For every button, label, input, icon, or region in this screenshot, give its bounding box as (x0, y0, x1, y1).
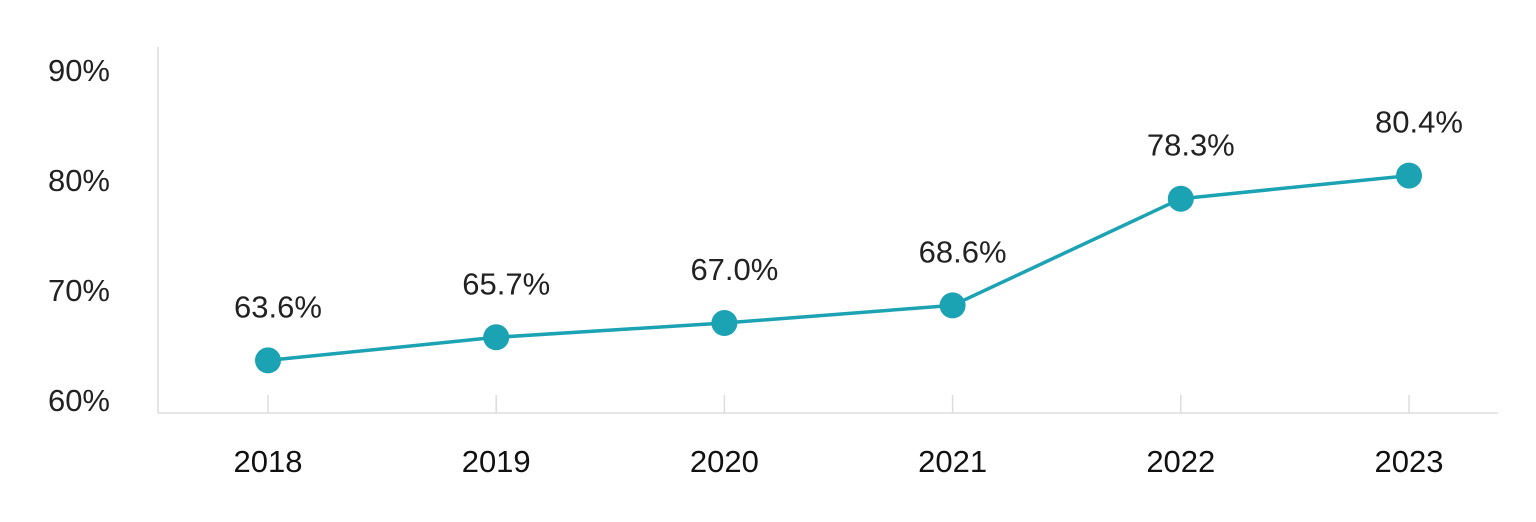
data-label: 67.0% (690, 252, 778, 287)
series-line (266, 173, 1411, 363)
x-axis-ticks: 2018 2019 2020 2021 2022 2023 (234, 395, 1444, 479)
x-tick-label: 2021 (918, 444, 987, 479)
x-tick-label: 2020 (690, 444, 759, 479)
data-label: 80.4% (1375, 105, 1463, 140)
data-label: 78.3% (1147, 128, 1235, 163)
data-point (939, 292, 966, 319)
x-tick-label: 2019 (462, 444, 531, 479)
data-point (483, 324, 510, 351)
data-label: 65.7% (462, 266, 550, 301)
y-tick-label: 70% (48, 273, 110, 308)
data-labels: 63.6% 65.7% 67.0% 68.6% 78.3% 80.4% (234, 105, 1463, 325)
x-tick-label: 2022 (1146, 444, 1215, 479)
y-axis-ticks: 60% 70% 80% 90% (48, 53, 110, 418)
x-tick-label: 2023 (1375, 444, 1444, 479)
data-point (255, 347, 281, 374)
axes (157, 47, 1498, 414)
data-point (1167, 185, 1194, 212)
data-point (1396, 162, 1422, 189)
x-tick-label: 2018 (234, 444, 303, 479)
data-point (711, 310, 738, 336)
data-label: 63.6% (234, 289, 322, 324)
y-tick-label: 90% (48, 53, 110, 88)
y-tick-label: 80% (48, 163, 110, 198)
y-tick-label: 60% (48, 383, 110, 418)
data-label: 68.6% (919, 234, 1007, 269)
series-line-group (255, 162, 1422, 374)
